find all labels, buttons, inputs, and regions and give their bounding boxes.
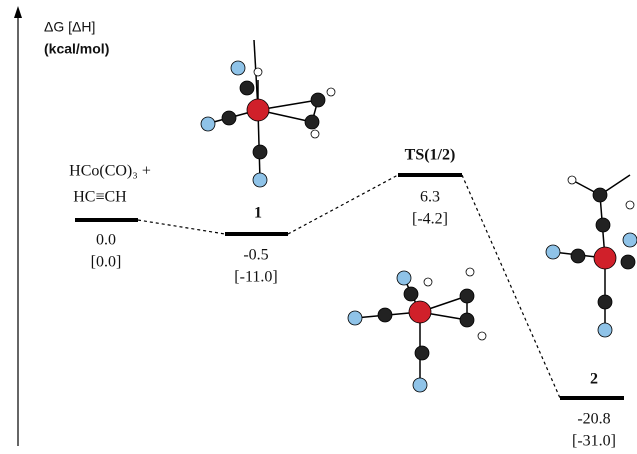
connectors [138,175,560,398]
level-label: 2 [590,371,598,388]
level-label: 1 [254,205,262,222]
level-dh: [0.0] [91,254,122,271]
level-dh: [-11.0] [234,269,277,286]
level-dg: 0.0 [96,232,116,249]
energy-diagram: ΔG [ΔH] (kcal/mol) HCo(CO)₃ + HC≡CH 0.0 … [0,0,637,454]
axis [14,6,22,446]
level-label: HCo(CO)₃ + [69,163,151,180]
molecule [546,175,637,337]
level-label: HC≡CH [73,189,127,206]
molecule [201,40,335,187]
level-dh: [-4.2] [412,211,448,228]
level-label: TS(1/2) [405,147,456,164]
level-dh: [-31.0] [572,433,616,450]
axis-unit: (kcal/mol) [44,41,109,57]
axis-label: ΔG [ΔH] [44,19,95,35]
level-dg: -20.8 [577,411,610,428]
level-dg: 6.3 [420,189,440,206]
molecule [348,268,486,392]
level-dg: -0.5 [243,247,268,264]
